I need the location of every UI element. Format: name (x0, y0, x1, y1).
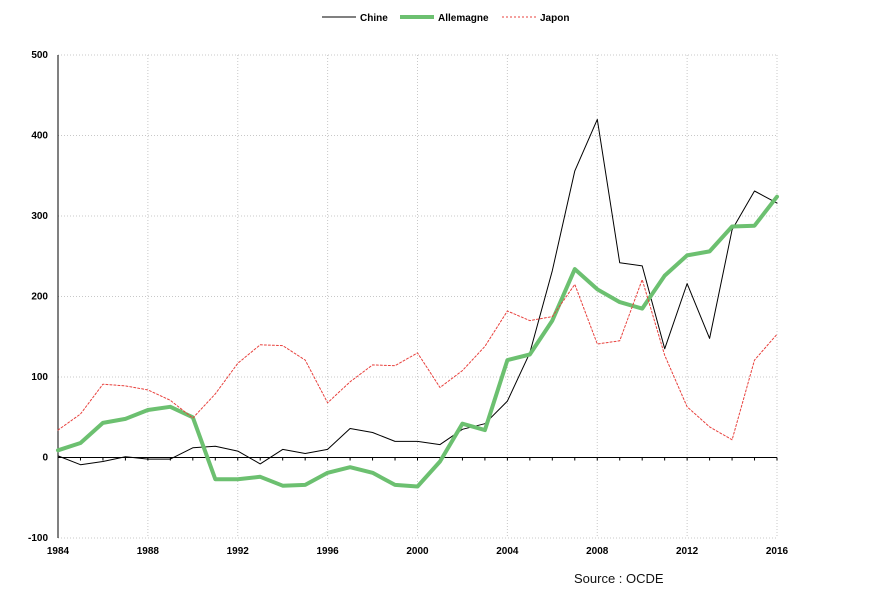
axes (57, 55, 778, 538)
y-tick-label: 400 (31, 131, 48, 142)
series-line-japon (57, 279, 778, 441)
series-line-allemagne (56, 194, 779, 489)
series-lines (56, 118, 779, 489)
series-line-chine (57, 118, 778, 466)
x-tick-label: 2000 (406, 546, 429, 557)
x-tick-label: 1988 (137, 546, 160, 557)
y-tick-label: 300 (31, 211, 48, 222)
y-tick-label: -100 (28, 533, 48, 544)
x-tick-label: 1992 (227, 546, 250, 557)
legend-label-allemagne: Allemagne (438, 13, 489, 24)
y-tick-label: 500 (31, 50, 48, 61)
legend-label-japon: Japon (540, 13, 569, 24)
x-tick-label: 2016 (766, 546, 789, 557)
legend: Chine Allemagne Japon (322, 13, 569, 24)
x-tick-label: 2012 (676, 546, 699, 557)
x-tick-label: 1996 (317, 546, 340, 557)
grid (58, 54, 778, 539)
y-tick-label: 200 (31, 292, 48, 303)
source-note: Source : OCDE (574, 571, 664, 586)
x-tick-label: 2004 (496, 546, 519, 557)
legend-label-chine: Chine (360, 13, 388, 24)
y-tick-label: 100 (31, 372, 48, 383)
x-tick-label: 1984 (47, 546, 70, 557)
x-tick-label: 2008 (586, 546, 609, 557)
y-tick-label: 0 (42, 453, 48, 464)
tick-labels: -100 0 100 200 300 400 500 1984 1988 1992 1996 2000… (28, 50, 789, 557)
